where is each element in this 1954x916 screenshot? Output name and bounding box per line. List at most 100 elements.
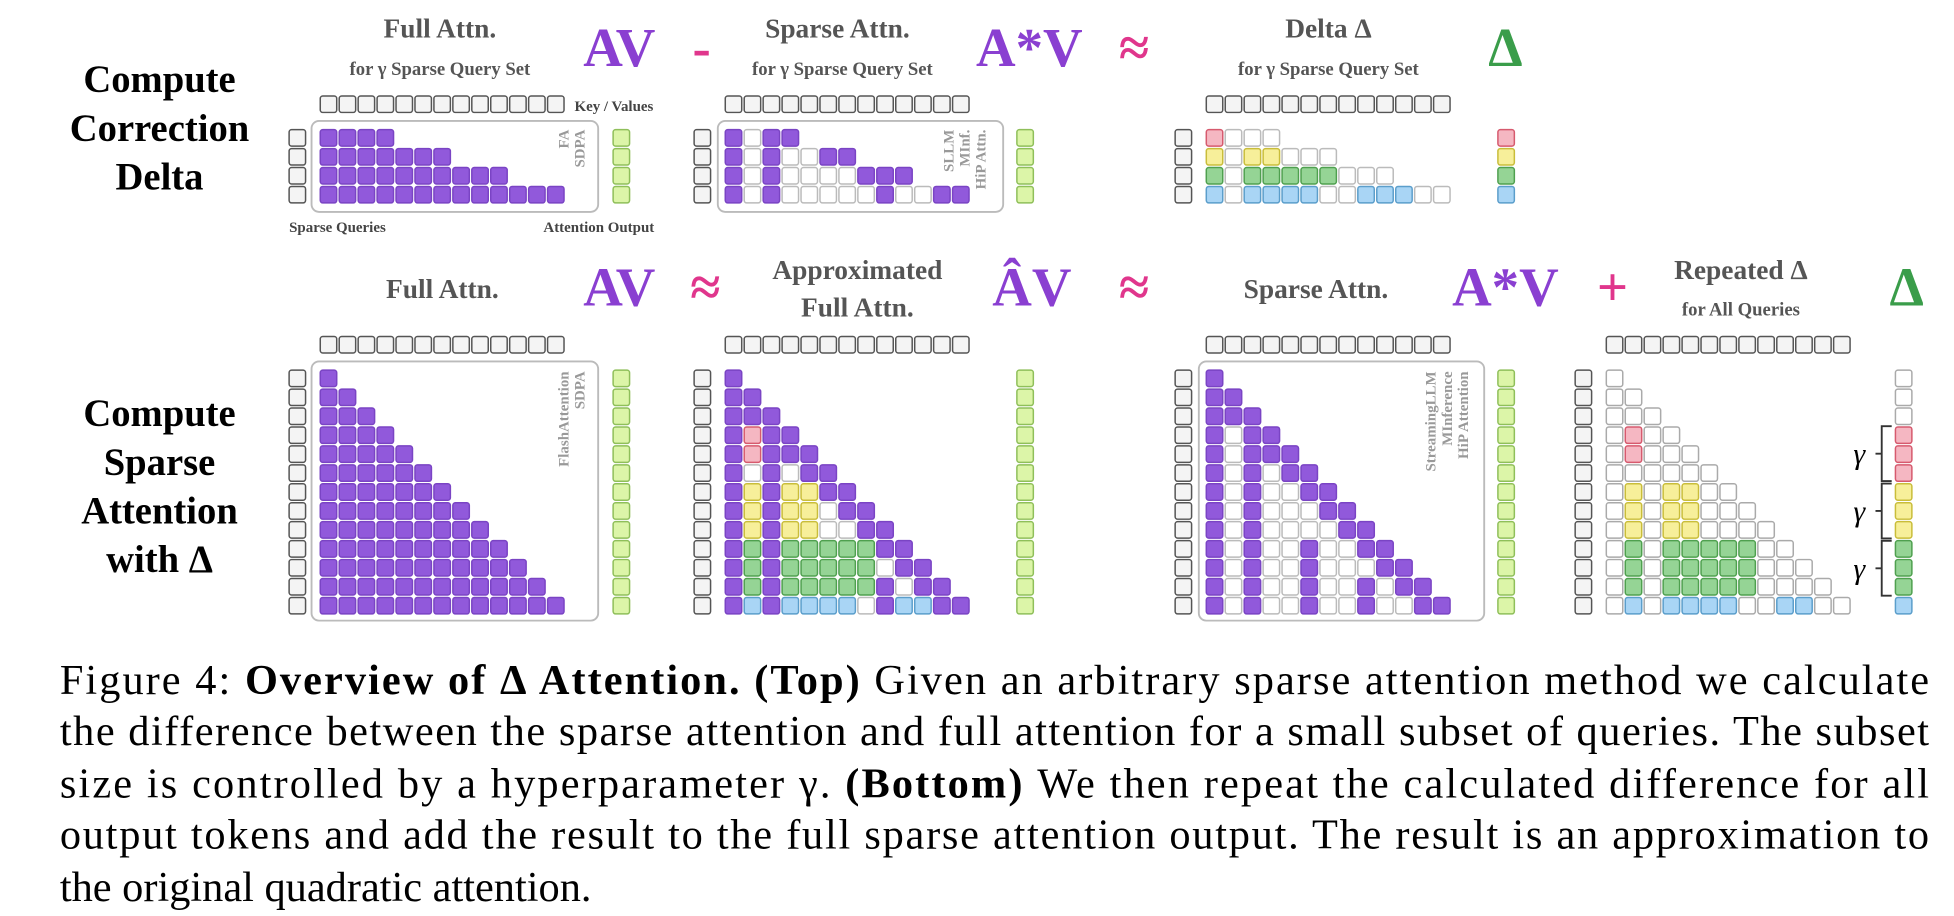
cell xyxy=(1262,464,1281,483)
cell xyxy=(288,501,307,520)
cell xyxy=(1662,501,1681,520)
cell xyxy=(876,166,895,185)
cell xyxy=(1681,445,1700,464)
cell xyxy=(471,95,489,114)
cell xyxy=(1338,596,1357,615)
cell xyxy=(743,464,762,483)
cell xyxy=(1894,388,1913,407)
cell xyxy=(1719,501,1738,520)
cell xyxy=(319,166,338,185)
cell xyxy=(1016,166,1035,185)
panel-title: Full Attn. xyxy=(384,13,497,43)
cell xyxy=(1174,407,1193,426)
cell xyxy=(1205,577,1224,596)
cell xyxy=(762,577,781,596)
cell xyxy=(414,520,433,539)
cell xyxy=(693,483,712,501)
cell xyxy=(527,95,546,114)
cell xyxy=(1681,483,1700,501)
cell xyxy=(1894,539,1913,558)
cell xyxy=(1262,596,1281,615)
cell xyxy=(338,445,357,464)
cell xyxy=(857,596,876,615)
cell xyxy=(395,95,414,114)
cell xyxy=(1894,407,1913,426)
cell xyxy=(800,464,819,483)
method-label: MInf. xyxy=(958,129,974,166)
cell xyxy=(1394,95,1413,114)
cell xyxy=(1357,95,1376,114)
cell xyxy=(433,147,452,166)
cell xyxy=(414,464,433,483)
cell xyxy=(357,445,376,464)
cell xyxy=(781,95,800,114)
cell xyxy=(1243,128,1262,147)
cell xyxy=(895,166,913,185)
cell xyxy=(951,95,970,114)
cell xyxy=(1243,166,1262,185)
cell xyxy=(1394,335,1413,354)
cell xyxy=(414,95,433,114)
cell xyxy=(1338,166,1357,185)
axis-label: Key / Values xyxy=(574,99,653,115)
cell xyxy=(762,166,781,185)
cell xyxy=(1174,388,1193,407)
cell xyxy=(1394,185,1413,204)
cell xyxy=(1174,445,1193,464)
cell xyxy=(508,596,527,615)
cell xyxy=(762,539,781,558)
cell xyxy=(1224,596,1243,615)
cell xyxy=(1300,95,1319,114)
cell xyxy=(395,445,414,464)
cell xyxy=(612,128,631,147)
cell xyxy=(1224,520,1243,539)
cell xyxy=(1719,483,1738,501)
cell xyxy=(1605,407,1624,426)
cell xyxy=(288,464,307,483)
cell xyxy=(781,464,800,483)
cell xyxy=(612,407,631,426)
cell xyxy=(1413,335,1432,354)
cell xyxy=(1894,596,1913,615)
cell xyxy=(1224,407,1243,426)
cell xyxy=(471,185,489,204)
cell xyxy=(1319,166,1338,185)
cell xyxy=(1338,558,1357,577)
cell xyxy=(913,596,932,615)
panel-subtitle: for γ Sparse Query Set xyxy=(752,59,933,80)
cell xyxy=(724,388,743,407)
cell xyxy=(1174,185,1193,204)
cell xyxy=(838,147,857,166)
cell xyxy=(724,539,743,558)
cell xyxy=(376,577,395,596)
cell xyxy=(452,558,471,577)
cell xyxy=(338,128,357,147)
cell xyxy=(1574,501,1593,520)
cell xyxy=(1605,388,1624,407)
cell xyxy=(414,577,433,596)
cell xyxy=(1243,407,1262,426)
caption-text: We then repeat the calculated difference… xyxy=(1025,761,1930,808)
method-label: FA xyxy=(556,129,572,148)
cell xyxy=(1894,426,1913,445)
cell xyxy=(913,577,932,596)
row-label: Attention xyxy=(81,490,238,532)
cell xyxy=(1300,464,1319,483)
cell xyxy=(781,128,800,147)
panel-subtitle: for All Queries xyxy=(1682,299,1800,320)
cell xyxy=(376,520,395,539)
cell xyxy=(1319,539,1338,558)
cell xyxy=(1016,147,1035,166)
cell xyxy=(819,539,838,558)
cell xyxy=(489,539,508,558)
cell xyxy=(1497,128,1516,147)
cell xyxy=(357,464,376,483)
cell xyxy=(1357,577,1376,596)
cell xyxy=(932,335,951,354)
cell xyxy=(781,166,800,185)
cell xyxy=(857,520,876,539)
cell xyxy=(338,577,357,596)
cell xyxy=(895,185,913,204)
cell xyxy=(1574,369,1593,388)
cell xyxy=(1624,445,1643,464)
